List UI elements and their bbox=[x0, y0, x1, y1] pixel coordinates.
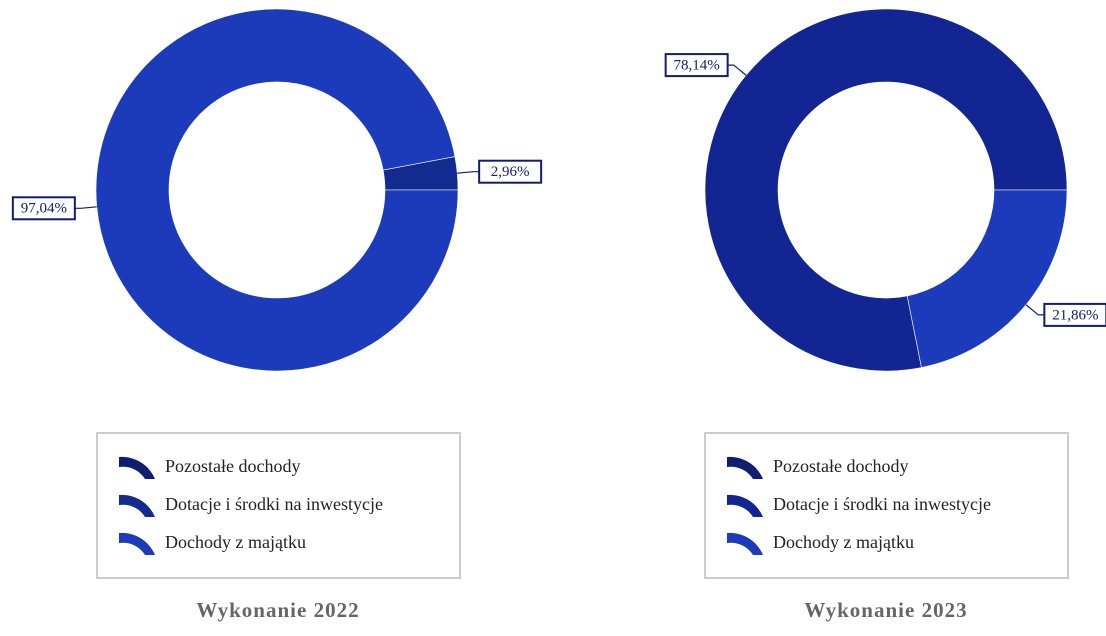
legend-icon bbox=[119, 532, 155, 555]
legend-label: Pozostałe dochody bbox=[773, 456, 908, 476]
data-label-box bbox=[478, 159, 543, 184]
leader-line bbox=[1025, 304, 1045, 316]
legend-icon bbox=[119, 494, 155, 517]
legend-icon bbox=[727, 532, 763, 555]
data-label: 21,86% bbox=[1052, 307, 1098, 323]
legend-label: Pozostałe dochody bbox=[165, 456, 300, 476]
data-label-box bbox=[1043, 302, 1106, 327]
donut-slice bbox=[906, 189, 1068, 368]
legend-label: Dotacje i środki na inwestycje bbox=[165, 494, 383, 514]
donut-slice bbox=[95, 8, 459, 372]
legend-label: Dotacje i środki na inwestycje bbox=[773, 494, 991, 514]
legend-label: Dochody z majątku bbox=[773, 532, 914, 552]
legend-icon bbox=[119, 456, 155, 479]
chart-title: Wykonanie 2023 bbox=[804, 598, 967, 622]
legend-icon bbox=[727, 494, 763, 517]
legend-box bbox=[96, 432, 461, 579]
legend-label: Dochody z majątku bbox=[165, 532, 306, 552]
donut-slice bbox=[704, 8, 1068, 372]
data-label: 97,04% bbox=[21, 201, 67, 217]
legend-box bbox=[704, 432, 1069, 579]
leader-line bbox=[727, 64, 747, 76]
data-label: 2,96% bbox=[491, 164, 530, 180]
leader-line bbox=[74, 206, 97, 209]
legend-icon bbox=[727, 456, 763, 479]
data-label-box bbox=[664, 53, 729, 78]
data-label-box bbox=[11, 196, 76, 221]
data-label: 78,14% bbox=[674, 58, 720, 74]
chart-title: Wykonanie 2022 bbox=[196, 598, 359, 622]
leader-line bbox=[457, 171, 480, 174]
